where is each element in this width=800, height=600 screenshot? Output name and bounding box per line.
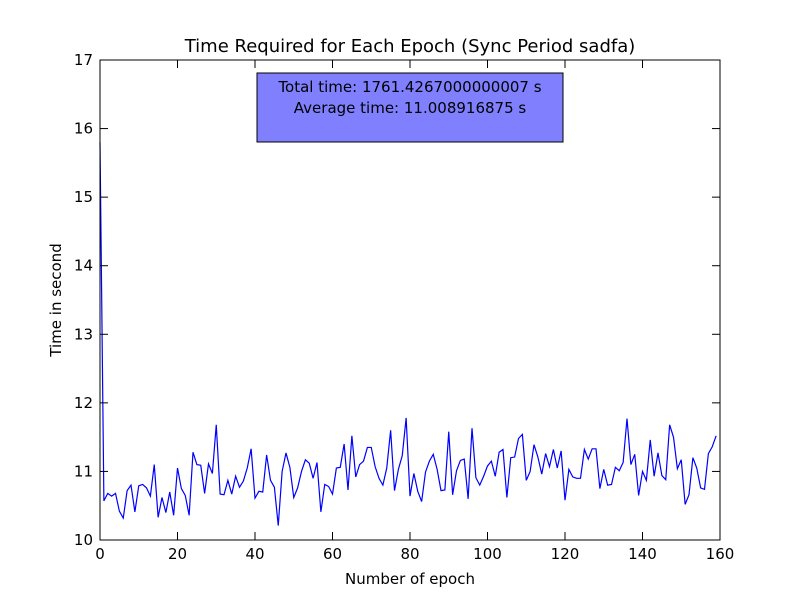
y-axis-label: Time in second (47, 243, 65, 357)
x-axis-label: Number of epoch (345, 570, 475, 588)
x-tick-label: 60 (323, 545, 342, 563)
y-tick-label: 15 (74, 188, 93, 206)
x-tick-label: 100 (473, 545, 502, 563)
annotation-total-time: Total time: 1761.4267000000007 s (277, 78, 541, 96)
series-line (99, 142, 717, 526)
x-tick-label: 80 (400, 545, 419, 563)
y-tick-label: 13 (74, 325, 93, 343)
y-tick-label: 10 (74, 531, 93, 549)
x-tick-label: 40 (245, 545, 264, 563)
y-tick-label: 16 (74, 120, 93, 138)
x-tick-label: 0 (95, 545, 105, 563)
annotation-background (256, 72, 564, 143)
x-tick-label: 20 (168, 545, 187, 563)
x-tick-label: 160 (706, 545, 735, 563)
y-tick-label: 12 (74, 394, 93, 412)
y-tick-label: 14 (74, 257, 93, 275)
chart-title: Time Required for Each Epoch (Sync Perio… (184, 36, 636, 57)
x-tick-label: 140 (628, 545, 657, 563)
annotation-average-time: Average time: 11.008916875 s (294, 99, 527, 117)
annotation-box: Total time: 1761.4267000000007 s Average… (256, 72, 564, 143)
x-axis: 0 20 40 60 80 100 120 140 160 (95, 60, 734, 563)
y-axis: 10 11 12 13 14 15 16 17 (74, 51, 720, 549)
y-tick-label: 11 (74, 462, 93, 480)
y-tick-label: 17 (74, 51, 93, 69)
x-tick-label: 120 (551, 545, 580, 563)
